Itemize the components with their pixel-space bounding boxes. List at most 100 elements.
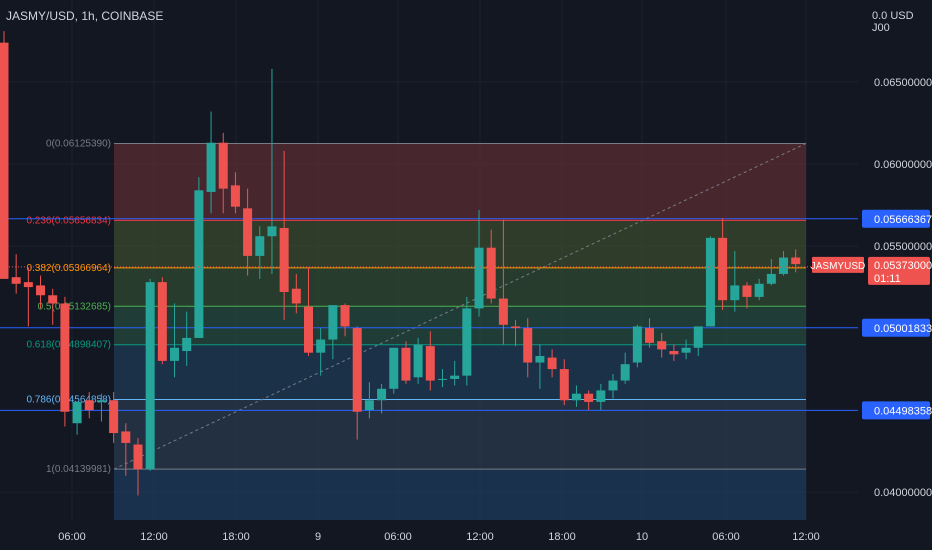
candle	[96, 393, 106, 422]
candle	[669, 344, 679, 361]
candle-body	[352, 328, 362, 412]
candle-body	[730, 285, 740, 301]
candle-body	[218, 142, 228, 189]
candle-body	[291, 288, 301, 304]
price-tag	[862, 401, 930, 420]
bar-countdown: 01:11	[874, 273, 901, 285]
y-tick-label: 0.04000000	[874, 487, 932, 499]
candle	[328, 305, 338, 360]
fib-zone	[114, 143, 806, 221]
candle	[450, 360, 460, 386]
price-tag	[862, 209, 930, 228]
candle-body	[681, 347, 691, 353]
price-tag-label: 0.05001833	[874, 323, 932, 335]
price-tag-label: 0.05666367	[874, 214, 932, 226]
candle	[145, 278, 155, 471]
candle-body	[486, 247, 496, 299]
candle-body	[693, 326, 703, 348]
candle-body	[36, 285, 46, 296]
y-tick-label: 0.06500000	[874, 77, 932, 89]
candle-body	[632, 326, 642, 363]
candle	[523, 318, 533, 378]
candle-body	[72, 401, 82, 424]
candle-body	[523, 328, 533, 363]
candle-body	[182, 337, 192, 352]
candle	[511, 319, 521, 347]
candle	[535, 344, 545, 389]
candle-body	[157, 282, 167, 361]
candle-body	[96, 400, 106, 402]
y-tick-label: 0.06000000	[874, 159, 932, 171]
candle	[279, 150, 289, 320]
candle-body	[791, 257, 801, 265]
candle	[316, 328, 326, 376]
candle-body	[657, 341, 667, 350]
candle	[84, 392, 94, 419]
candle	[230, 172, 240, 214]
candle-body	[230, 185, 240, 207]
candle	[571, 385, 581, 407]
candle	[267, 68, 277, 274]
fib-trend-line	[113, 143, 807, 470]
candle-body	[425, 346, 435, 381]
candle-body	[0, 42, 9, 279]
candle-body	[571, 393, 581, 401]
fib-zone	[114, 399, 806, 470]
candle	[218, 132, 228, 214]
time-axis-background	[0, 520, 858, 550]
candle	[401, 341, 411, 384]
price-scale-currency-label[interactable]: 0.0 USD J00	[872, 10, 914, 34]
candle	[133, 437, 143, 496]
candle-body	[437, 378, 447, 380]
symbol-tag	[812, 256, 864, 273]
candle-body	[84, 400, 94, 411]
candle-body	[11, 277, 21, 284]
candle-body	[547, 357, 557, 370]
fib-level-label: 1(0.04139981)	[46, 464, 111, 475]
candle	[121, 423, 131, 476]
x-tick-label: 12:00	[792, 531, 820, 543]
last-price-box	[868, 256, 930, 285]
candle	[693, 326, 703, 356]
candle	[291, 273, 301, 314]
candle	[547, 349, 557, 378]
candle-body	[608, 380, 618, 391]
x-tick-label: 10	[636, 531, 648, 543]
fib-zone	[114, 267, 806, 307]
candle-body	[145, 282, 155, 470]
y-tick-label: 0.05500000	[874, 241, 932, 253]
fib-level-label: 0.382(0.05366964)	[26, 263, 111, 274]
x-tick-label: 18:00	[222, 531, 250, 543]
candle-body	[718, 237, 728, 301]
candle	[206, 111, 216, 214]
candle-body	[243, 208, 253, 256]
fib-level-label: 0.236(0.05656834)	[26, 215, 111, 226]
candle	[791, 249, 801, 273]
fib-level-label: 0.5(0.05132685)	[38, 301, 111, 312]
candle	[413, 337, 423, 384]
candle	[364, 382, 374, 419]
candle-body	[413, 344, 423, 378]
fib-zone	[114, 344, 806, 400]
last-price-value: 0.05373000	[874, 260, 932, 272]
x-tick-label: 12:00	[140, 531, 168, 543]
candle-body	[279, 228, 289, 292]
candle-body	[559, 369, 569, 401]
fib-zone	[114, 220, 806, 268]
x-tick-label: 9	[315, 531, 321, 543]
candle	[705, 236, 715, 327]
fib-zone	[114, 469, 806, 520]
candle-body	[194, 190, 204, 338]
candle	[23, 267, 33, 327]
candle	[182, 311, 192, 366]
candle	[608, 374, 618, 399]
candle	[462, 296, 472, 386]
candle	[645, 318, 655, 348]
candle	[559, 359, 569, 406]
candle	[425, 331, 435, 391]
candle	[157, 277, 167, 365]
candle	[596, 383, 606, 411]
candle-body	[669, 351, 679, 355]
